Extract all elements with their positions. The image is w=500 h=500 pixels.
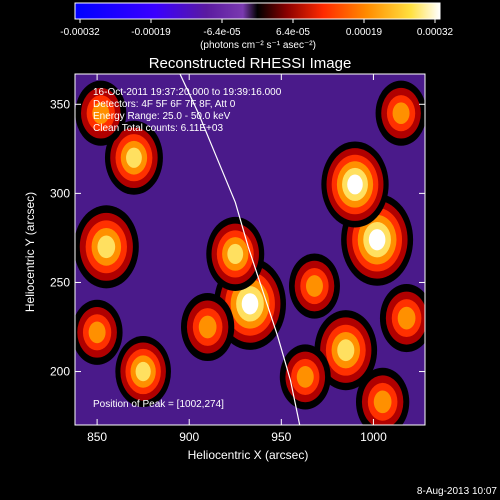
x-tick-label: 1000 <box>360 430 387 444</box>
colorbar-tick-label: 6.4e-05 <box>276 27 310 38</box>
solar-limb-curve <box>179 74 301 425</box>
heatmap-hotspot <box>115 336 171 408</box>
heatmap-blob-layer <box>296 366 314 388</box>
y-axis-ticks: 200 250 300 350 <box>50 97 425 379</box>
heatmap-blob-layer <box>92 102 110 125</box>
heatmap-hotspot <box>75 80 127 146</box>
heatmap-hotspot <box>75 205 139 289</box>
heatmap-blob-layer <box>227 243 244 265</box>
y-tick-label: 250 <box>50 275 70 289</box>
y-tick-label: 200 <box>50 365 70 379</box>
heatmap-blob-layer <box>135 361 151 382</box>
chart-title: Reconstructed RHESSI Image <box>149 55 352 72</box>
colorbar-tick-label: -6.4e-05 <box>203 27 241 38</box>
annotation-time: 16-Oct-2011 19:37:20.000 to 19:39:16.000 <box>93 87 282 98</box>
heatmap-hotspot <box>375 80 425 146</box>
heatmap-blob-layer <box>241 293 259 315</box>
annotation-energy: Energy Range: 25.0 - 50.0 keV <box>93 111 231 122</box>
heatmap-blobs <box>75 80 425 425</box>
colorbar-tick-label: -0.00019 <box>131 27 171 38</box>
colorbar-tick-label: 0.00019 <box>346 27 383 38</box>
heatmap-blob-layer <box>347 174 363 195</box>
y-axis-label: Heliocentric Y (arcsec) <box>23 192 37 312</box>
heatmap-hotspot <box>321 141 389 228</box>
heatmap-blob-layer <box>126 147 142 168</box>
heatmap-hotspot <box>206 216 265 291</box>
heatmap-hotspot <box>289 253 340 319</box>
y-tick-label: 350 <box>50 97 70 111</box>
plot-area: 850 900 950 1000 200 250 300 350 <box>50 73 426 444</box>
footer-date: 8-Aug-2013 10:07 <box>417 486 498 497</box>
heatmap-hotspot <box>104 120 163 195</box>
heatmap-blob-layer <box>392 102 410 125</box>
annotation-clean: Clean Total counts: 6.11E+03 <box>93 123 223 134</box>
x-tick-label: 850 <box>87 430 107 444</box>
heatmap-hotspot <box>180 292 235 362</box>
heatmap-blob-layer <box>88 321 106 344</box>
annotation-peak: Position of Peak = [1002,274] <box>93 399 224 410</box>
x-tick-label: 900 <box>179 430 199 444</box>
x-tick-label: 950 <box>271 430 291 444</box>
heatmap-hotspot <box>279 344 331 410</box>
heatmap-blob-layer <box>97 235 116 259</box>
colorbar-units: (photons cm⁻² s⁻¹ asec⁻²) <box>200 40 316 51</box>
colorbar-gradient <box>74 2 441 20</box>
heatmap-blob-layer <box>337 339 355 362</box>
heatmap-blob-layer <box>198 315 217 339</box>
heatmap-blob-layer <box>373 390 392 414</box>
plot-frame <box>74 73 426 426</box>
annotation-detectors: Detectors: 4F 5F 6F 7F 8F, Att 0 <box>93 99 236 110</box>
heatmap-hotspot <box>379 284 425 353</box>
colorbar-tick-label: 0.00032 <box>417 27 454 38</box>
colorbar: -0.00032 -0.00019 -6.4e-05 6.4e-05 0.00019 0.… <box>60 2 454 51</box>
heatmap-blob-layer <box>397 306 416 330</box>
colorbar-ticks: -0.00032 -0.00019 -6.4e-05 6.4e-05 0.00019 0.… <box>60 19 454 38</box>
y-tick-label: 300 <box>50 186 70 200</box>
x-axis-label: Heliocentric X (arcsec) <box>188 448 309 462</box>
colorbar-tick-label: -0.00032 <box>60 27 100 38</box>
heatmap-blob-layer <box>305 275 323 297</box>
x-axis-ticks: 850 900 950 1000 <box>87 74 387 444</box>
heatmap-hotspot <box>355 367 410 425</box>
heatmap-blob-layer <box>368 229 386 251</box>
heatmap-hotspot <box>75 299 123 365</box>
